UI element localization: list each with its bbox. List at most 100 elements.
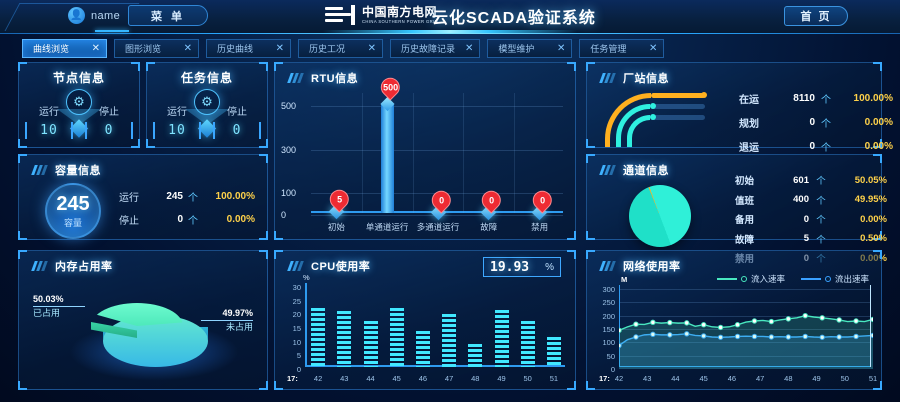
station-info-title: 厂站信息 [623,73,669,85]
value-pin-label: 0 [438,195,444,206]
x-axis-tick: 50 [840,374,849,383]
node-icon-group: ⚙ [19,89,139,138]
stat-name: 备用 [735,215,755,226]
x-axis-prefix: 17: [599,374,610,383]
close-icon[interactable]: ✕ [649,42,658,54]
panel-cpu-usage: CPU使用率 19.93 % 0 5 10 15 20 25 30% 42 43 44 45 46 47… [274,250,576,390]
grid-line-v [463,93,465,213]
legend-label-inflow: 流入速率 [750,274,785,284]
y-axis-tick: 0 [296,365,301,374]
station-track [651,93,705,98]
x-axis-tick: 单通道运行 [365,222,409,232]
cpu-unit: % [545,261,554,273]
task-stopped-label: 停止 [227,107,247,118]
tab-3[interactable]: 历史工况 ✕ [298,38,383,58]
brand-name-en: CHINA SOUTHERN POWER GRID [362,18,439,24]
user-profile[interactable]: 👤 name [68,7,120,24]
stat-value: 601 [793,174,809,186]
cpu-bar-chart: 0 5 10 15 20 25 30% 42 43 44 45 46 47 48 49 50 51 17: [287,273,565,383]
task-running: 运行 10 [147,103,207,139]
task-running-label: 运行 [167,107,187,118]
grid-line-v [412,93,414,213]
x-axis-tick: 51 [868,374,878,383]
stat-name: 规划 [739,119,759,130]
y-axis-tick: 100 [281,188,297,199]
legend-label-outflow: 流出速率 [834,274,869,284]
station-stat-list: 在运 8110 个 100.00% 规划 0 个 0.00% 退运 0 个 0.00% [739,91,893,163]
tab-5[interactable]: 模型维护 ✕ [487,38,573,58]
grid-line-v [514,93,516,213]
home-button[interactable]: 首 页 [784,6,848,26]
network-title-group: 网络使用率 [599,258,681,274]
stat-percent: 0.00% [860,213,887,225]
slash-icon [599,73,616,83]
station-arc [627,115,650,147]
y-axis-tick: 30 [292,283,301,292]
memory-title-group: 内存占用率 [31,258,113,274]
panel-station-info: 厂站信息 在运 8110 个 100.00% 规划 0 个 0.00% 退运 0 个 0.00% [586,62,893,154]
x-axis-tick: 故障 [480,222,498,232]
x-axis-tick: 45 [392,374,401,383]
capacity-title-group: 容量信息 [31,162,101,178]
x-axis-tick: 43 [643,374,652,383]
bar [389,308,404,367]
y-axis-tick: 50 [606,351,615,361]
y-axis-tick: 200 [602,311,615,321]
stat-percent: 0.00% [864,141,893,152]
tab-6[interactable]: 任务管理 ✕ [579,38,665,58]
tab-label: 模型维护 [498,43,535,54]
tab-label: 任务管理 [590,43,627,54]
station-arc-dot [701,92,707,98]
channel-info-title: 通道信息 [623,165,669,177]
close-icon[interactable]: ✕ [91,42,100,54]
memory-used-callout: 50.03% 已占用 [33,293,64,320]
close-icon[interactable]: ✕ [465,42,474,54]
bar [415,331,430,367]
node-stopped: 停止 0 [79,103,139,139]
tab-0[interactable]: 曲线浏览 ✕ [22,38,107,58]
grid-line [619,302,871,304]
memory-used-label: 已占用 [33,307,61,318]
x-axis-tick: 42 [313,374,323,383]
x-axis-tick: 49 [497,374,506,383]
x-axis-tick: 48 [784,374,793,383]
menu-button[interactable]: 菜 单 [128,5,208,26]
bar [311,308,326,367]
station-title-group: 厂站信息 [599,70,669,86]
station-arc-graphic [601,91,711,149]
station-track [650,115,705,120]
task-stopped: 停止 0 [207,103,267,139]
stat-name: 运行 [119,193,139,204]
rtu-bar-group: 0 [427,91,455,221]
x-axis-tick: 51 [549,374,559,383]
close-icon[interactable]: ✕ [557,42,566,54]
cursor-line [870,285,871,367]
y-axis-tick: 150 [602,325,615,334]
task-hex-icon: ⚙ [194,89,220,115]
stat-name: 停止 [119,216,139,227]
y-axis-tick: 15 [292,324,301,333]
stat-percent: 100.00% [215,191,255,202]
close-icon[interactable]: ✕ [275,42,284,54]
page-title: 云化SCADA验证系统 [432,10,596,27]
tab-2[interactable]: 历史曲线 ✕ [206,38,291,58]
stat-unit: 个 [816,195,826,207]
close-icon[interactable]: ✕ [367,42,376,54]
channel-stat-row: 初始 601 个 50.05% [735,173,887,188]
rtu-title-group: RTU信息 [287,70,358,86]
close-icon[interactable]: ✕ [183,42,192,54]
brand-logo: 中国南方电网 CHINA SOUTHERN POWER GRID [325,4,438,26]
tab-4[interactable]: 历史故障记录 ✕ [390,38,481,58]
stat-name: 退运 [739,143,759,154]
memory-chart-title: 内存占用率 [55,261,113,273]
tab-label: 图形浏览 [125,43,162,54]
value-pin: 500 [376,73,404,101]
stat-percent: 0.00% [226,214,255,225]
bar [337,310,352,367]
slash-icon [599,261,616,271]
csg-logo-icon [325,4,355,26]
channel-stat-row: 故障 5 个 0.50% [735,232,887,246]
panel-node-info: 节点信息 ⚙ 运行 10 停止 0 [18,62,140,148]
tab-1[interactable]: 图形浏览 ✕ [114,38,199,58]
bar [520,320,535,367]
